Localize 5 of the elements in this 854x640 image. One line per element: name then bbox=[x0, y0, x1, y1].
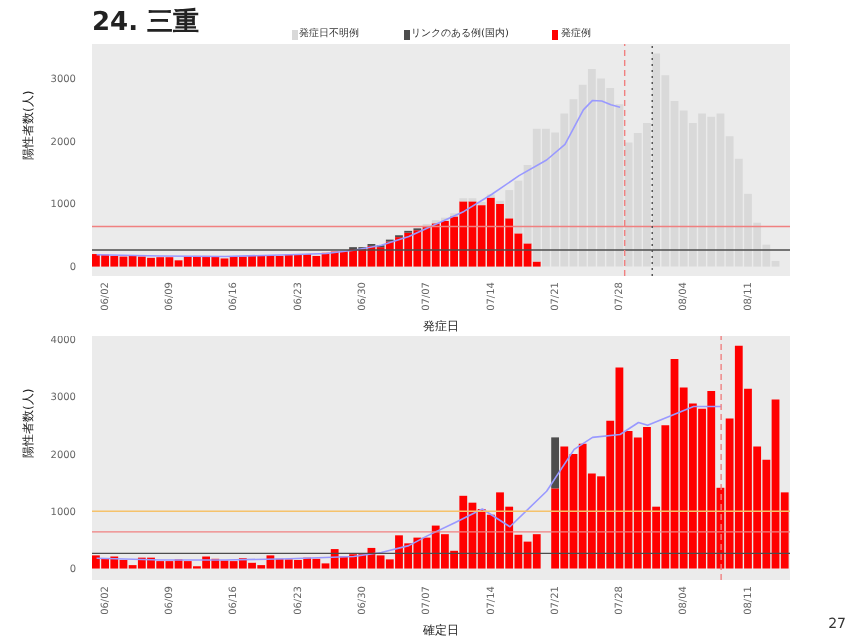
line-series bbox=[95, 405, 722, 561]
bar bbox=[551, 437, 560, 489]
line-series bbox=[95, 99, 621, 258]
chart-title: 24. 三重 bbox=[92, 5, 200, 40]
bar bbox=[532, 534, 541, 569]
